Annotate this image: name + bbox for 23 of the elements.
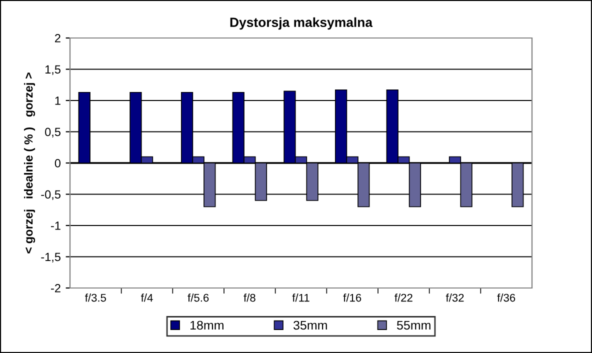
legend-label: 55mm (396, 320, 430, 330)
x-tick-label: f/8 (244, 294, 256, 302)
y-axis-title: < gorzej idealnie ( % ) gorzej > (24, 72, 36, 254)
y-tick-label: 0,5 (45, 128, 60, 138)
legend-label: 35mm (293, 320, 327, 330)
y-tick-label: 2 (55, 34, 60, 42)
x-tick-label: f/4 (140, 294, 153, 302)
y-tick-label: 1,5 (45, 65, 60, 76)
y-tick-label: -1,5 (41, 252, 60, 263)
x-tick-label: f/36 (497, 294, 516, 302)
x-tick-label: f/3.5 (85, 294, 106, 302)
x-tick-label: f/22 (394, 294, 412, 302)
y-tick-label: -1 (51, 222, 60, 230)
x-tick-label: f/32 (446, 294, 464, 302)
y-tick-label: -2 (51, 284, 60, 292)
y-tick-label: 0 (54, 159, 61, 168)
chart-title: Dystorsja maksymalna (230, 17, 373, 30)
x-tick-label: f/5.6 (188, 294, 209, 302)
x-tick-label: f/16 (343, 294, 362, 302)
legend-label: 18mm (190, 320, 224, 330)
y-tick-label: -0,5 (41, 190, 60, 200)
y-tick-label: 1 (55, 96, 60, 105)
x-tick-label: f/11 (292, 294, 310, 302)
